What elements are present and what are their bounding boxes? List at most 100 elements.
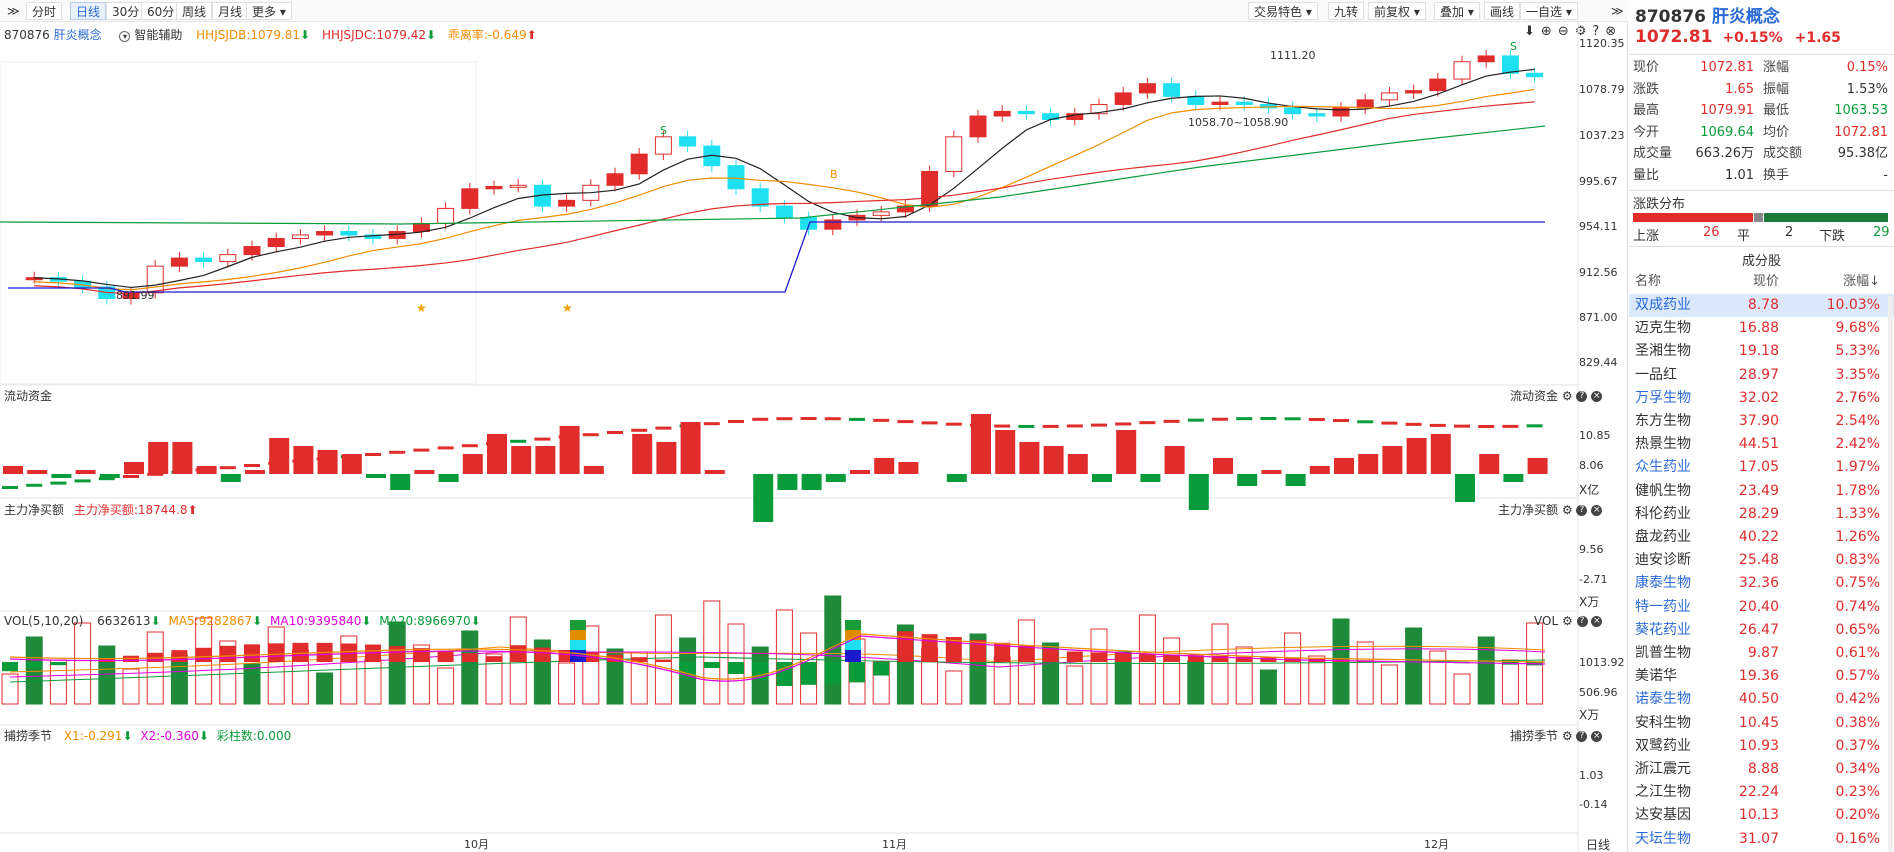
assist-toggle[interactable]: ▾ 智能辅助	[119, 28, 182, 42]
stock-row[interactable]: 东方生物 37.90 2.54%	[1629, 410, 1894, 433]
add-icon[interactable]: ⊕	[1540, 24, 1558, 39]
stock-row[interactable]: 迈克生物 16.88 9.68%	[1629, 317, 1894, 340]
volume-bar	[485, 653, 503, 705]
divider	[1629, 190, 1894, 191]
stock-row[interactable]: 之江生物 22.24 0.23%	[1629, 781, 1894, 804]
stock-row[interactable]: 科伦药业 28.29 1.33%	[1629, 503, 1894, 526]
chevron-down-icon: ▾	[119, 31, 131, 42]
stock-row[interactable]: 热景生物 44.51 2.42%	[1629, 433, 1894, 456]
period-more-label: 更多	[252, 5, 277, 19]
stock-row[interactable]: 浙江震元 8.88 0.34%	[1629, 758, 1894, 781]
quote-label: 换手	[1763, 167, 1790, 183]
collapse-icon[interactable]: ≫	[1611, 4, 1624, 18]
settings-icon[interactable]: ⚙	[1574, 24, 1593, 39]
overlay-menu[interactable]: 叠加 ▾	[1434, 2, 1480, 20]
close-icon[interactable]: ×	[1591, 391, 1603, 402]
close-icon[interactable]: ⊗	[1605, 24, 1623, 39]
stock-row[interactable]: 美诺华 19.36 0.57%	[1629, 665, 1894, 688]
col-name[interactable]: 名称	[1635, 274, 1662, 289]
period-60min[interactable]: 60分	[141, 2, 181, 20]
dist-flat-count: 2	[1785, 225, 1794, 240]
add-watch-button[interactable]: 一自选 ▾	[1520, 2, 1578, 20]
stock-name: 热景生物	[1635, 436, 1691, 453]
stock-row[interactable]: 达安基因 10.13 0.20%	[1629, 804, 1894, 827]
stock-row[interactable]: 圣湘生物 19.18 5.33%	[1629, 340, 1894, 363]
settings-icon[interactable]: ⚙	[1561, 503, 1573, 517]
vol-tools: VOL ⚙ ? ×	[1534, 614, 1603, 628]
price-axis-label: 1078.79	[1579, 83, 1625, 96]
download-icon[interactable]: ⬇	[1524, 24, 1541, 39]
period-daily[interactable]: 日线	[70, 2, 107, 20]
period-weekly[interactable]: 周线	[176, 2, 213, 20]
quote-value: 1069.64	[1700, 124, 1754, 140]
settings-icon[interactable]: ⚙	[1561, 729, 1573, 743]
stock-row[interactable]: 迪安诊断 25.48 0.83%	[1629, 549, 1894, 572]
col-pct[interactable]: 涨幅↓	[1843, 274, 1880, 289]
stock-pct: 3.35%	[1835, 366, 1880, 383]
period-minute[interactable]: 分时	[26, 2, 63, 20]
stock-row[interactable]: 诺泰生物 40.50 0.42%	[1629, 688, 1894, 711]
stock-row[interactable]: 葵花药业 26.47 0.65%	[1629, 619, 1894, 642]
help-icon[interactable]: ?	[1576, 616, 1588, 627]
netbuy-bar	[1237, 474, 1258, 486]
close-icon[interactable]: ×	[1591, 505, 1603, 516]
ma60-line	[0, 125, 1546, 225]
stock-row[interactable]: 凯普生物 9.87 0.61%	[1629, 642, 1894, 665]
chart-svg[interactable]: S B S ★ ★	[0, 22, 1628, 852]
help-icon[interactable]: ?	[1576, 391, 1588, 402]
period-monthly[interactable]: 月线	[212, 2, 249, 20]
star-icon: ★	[562, 301, 573, 315]
liquidity-bar	[1526, 424, 1543, 428]
period-30min[interactable]: 30分	[106, 2, 146, 20]
netbuy-bar	[220, 474, 241, 482]
stock-row[interactable]: 一品红 28.97 3.35%	[1629, 364, 1894, 387]
stock-row[interactable]: 万孚生物 32.02 2.76%	[1629, 387, 1894, 410]
candle	[170, 257, 188, 267]
help-icon[interactable]: ?	[1592, 24, 1606, 39]
close-icon[interactable]: ×	[1591, 731, 1603, 742]
period-more[interactable]: 更多 ▾	[246, 2, 292, 20]
stock-row[interactable]: 安科生物 10.45 0.38%	[1629, 712, 1894, 735]
volume-bar	[437, 667, 455, 705]
stock-row[interactable]: 盘龙药业 40.22 1.26%	[1629, 526, 1894, 549]
help-icon[interactable]: ?	[1576, 731, 1588, 742]
stock-row[interactable]: 双鹭药业 10.93 0.37%	[1629, 735, 1894, 758]
draw-line-button[interactable]: 画线	[1484, 2, 1521, 20]
settings-icon[interactable]: ⚙	[1561, 614, 1573, 628]
candle	[243, 246, 261, 256]
trade-feature-menu[interactable]: 交易特色 ▾	[1248, 2, 1318, 20]
candle	[1211, 101, 1229, 105]
dist-down-label: 下跌	[1819, 229, 1846, 244]
index-name[interactable]: 肝炎概念	[53, 28, 102, 42]
minus-icon[interactable]: ⊖	[1557, 24, 1575, 39]
components-title[interactable]: 成分股	[1741, 254, 1781, 269]
scrollbar[interactable]	[1888, 296, 1893, 852]
close-icon[interactable]: ×	[1591, 616, 1603, 627]
settings-icon[interactable]: ⚙	[1561, 389, 1573, 403]
liquidity-axis-label: 8.06	[1579, 459, 1604, 472]
liquidity-bar	[752, 417, 769, 421]
expand-icon[interactable]: ≫	[7, 4, 20, 18]
stock-row[interactable]: 众生药业 17.05 1.97%	[1629, 456, 1894, 479]
stock-pct: 0.16%	[1835, 830, 1880, 847]
arrow-up-icon: ⬆	[187, 503, 198, 517]
col-price[interactable]: 现价	[1752, 274, 1779, 289]
volume-bar	[1090, 628, 1108, 705]
stock-price: 28.29	[1738, 505, 1779, 522]
netbuy-bar	[971, 414, 991, 474]
stock-price: 40.22	[1738, 529, 1779, 545]
adjust-label: 前复权	[1374, 5, 1411, 19]
stock-row[interactable]: 双成药业 8.78 10.03%	[1629, 294, 1894, 317]
stock-row[interactable]: 康泰生物 32.36 0.75%	[1629, 572, 1894, 595]
vol-axis-label: 1013.92	[1579, 656, 1625, 669]
help-icon[interactable]: ?	[1576, 505, 1588, 516]
stock-row[interactable]: 特一药业 20.40 0.74%	[1629, 596, 1894, 619]
adjust-menu[interactable]: 前复权 ▾	[1368, 2, 1426, 20]
stock-row[interactable]: 天坛生物 31.07 0.16%	[1629, 828, 1894, 851]
liquidity-tools: 流动资金 ⚙ ? ×	[1510, 387, 1603, 404]
candle	[1284, 107, 1302, 115]
nine-turn-button[interactable]: 九转	[1328, 2, 1365, 20]
volume-bar	[1066, 665, 1084, 705]
netbuy-bar	[535, 446, 556, 474]
stock-row[interactable]: 健帆生物 23.49 1.78%	[1629, 480, 1894, 503]
